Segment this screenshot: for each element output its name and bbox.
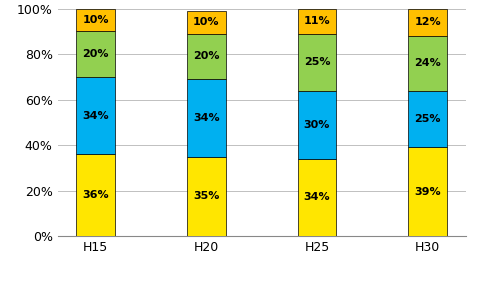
- Text: 35%: 35%: [193, 191, 219, 201]
- Text: 30%: 30%: [304, 120, 330, 130]
- Text: 25%: 25%: [304, 57, 330, 67]
- Text: 25%: 25%: [414, 114, 441, 124]
- Bar: [298, 34, 336, 90]
- Text: 39%: 39%: [414, 187, 441, 197]
- Text: 24%: 24%: [414, 58, 441, 68]
- Bar: [408, 36, 447, 90]
- Text: 34%: 34%: [304, 192, 330, 202]
- Bar: [76, 154, 115, 236]
- Bar: [187, 157, 226, 236]
- Text: 10%: 10%: [193, 17, 219, 27]
- Text: 12%: 12%: [414, 17, 441, 27]
- Bar: [298, 9, 336, 34]
- Text: 36%: 36%: [82, 190, 109, 200]
- Text: 20%: 20%: [82, 49, 109, 59]
- Text: 10%: 10%: [82, 15, 109, 25]
- Bar: [298, 159, 336, 236]
- Text: 34%: 34%: [82, 111, 109, 121]
- Text: 20%: 20%: [193, 52, 219, 61]
- Text: 34%: 34%: [193, 113, 219, 123]
- Bar: [408, 147, 447, 236]
- Bar: [187, 79, 226, 157]
- Text: 11%: 11%: [304, 16, 330, 26]
- Bar: [298, 90, 336, 159]
- Bar: [187, 34, 226, 79]
- Bar: [76, 31, 115, 77]
- Bar: [76, 77, 115, 154]
- Bar: [187, 11, 226, 34]
- Bar: [76, 9, 115, 31]
- Bar: [408, 90, 447, 147]
- Bar: [408, 9, 447, 36]
